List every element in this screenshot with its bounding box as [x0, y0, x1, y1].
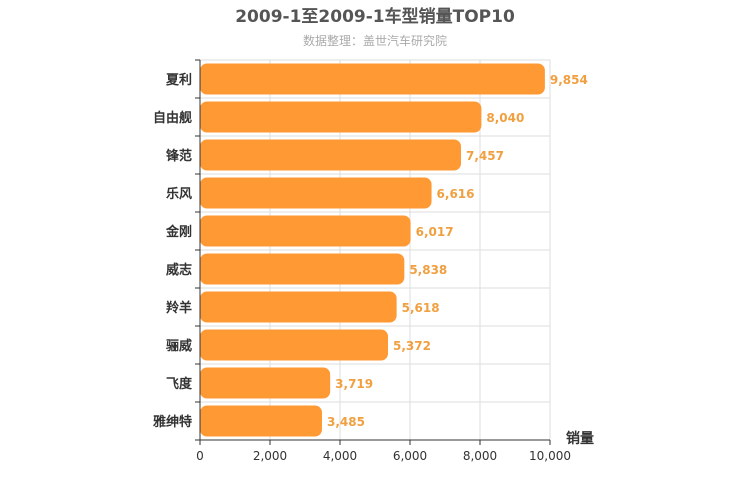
bar [200, 291, 397, 323]
data-label: 5,618 [402, 301, 440, 315]
category-label: 羚羊 [166, 300, 192, 316]
data-label: 3,719 [335, 377, 373, 391]
data-label: 8,040 [486, 111, 524, 125]
bar [200, 367, 331, 399]
category-label: 威志 [166, 262, 192, 278]
bar [200, 63, 545, 95]
x-tick-label: 6,000 [393, 449, 427, 463]
bar [200, 177, 432, 209]
data-label: 9,854 [550, 73, 588, 87]
category-label: 乐风 [166, 186, 192, 202]
x-axis-title: 销量 [566, 430, 594, 447]
data-label: 5,838 [409, 263, 447, 277]
data-label: 6,616 [437, 187, 475, 201]
bar [200, 101, 482, 133]
data-label: 7,457 [466, 149, 504, 163]
bars: 夏利 9,854 自由舰 8,040 锋范 7,457 乐风 6,616 金刚 6,017 威志 5,… [153, 63, 588, 437]
bar [200, 139, 461, 171]
category-label: 飞度 [166, 376, 193, 392]
x-tick-label: 10,000 [529, 449, 571, 463]
data-label: 3,485 [327, 415, 365, 429]
data-label: 5,372 [393, 339, 431, 353]
category-label: 金刚 [165, 224, 192, 240]
chart-title: 2009-1至2009-1车型销量TOP10 [235, 6, 515, 27]
bar [200, 215, 411, 247]
chart-subtitle: 数据整理：盖世汽车研究院 [303, 33, 447, 48]
category-label: 夏利 [165, 72, 192, 88]
bar [200, 329, 389, 361]
x-tick-label: 4,000 [323, 449, 357, 463]
axes: 0 2,000 4,000 6,000 8,000 10,000 [195, 59, 571, 463]
x-tick-label: 8,000 [463, 449, 497, 463]
category-label: 锋范 [166, 148, 192, 164]
bar [200, 405, 322, 437]
grid-lines [200, 59, 551, 441]
bar [200, 253, 405, 285]
data-label: 6,017 [416, 225, 454, 239]
x-tick-label: 0 [196, 449, 204, 463]
category-label: 自由舰 [153, 110, 192, 126]
x-tick-label: 2,000 [253, 449, 287, 463]
category-label: 骊威 [166, 338, 192, 354]
category-label: 雅绅特 [153, 414, 192, 430]
